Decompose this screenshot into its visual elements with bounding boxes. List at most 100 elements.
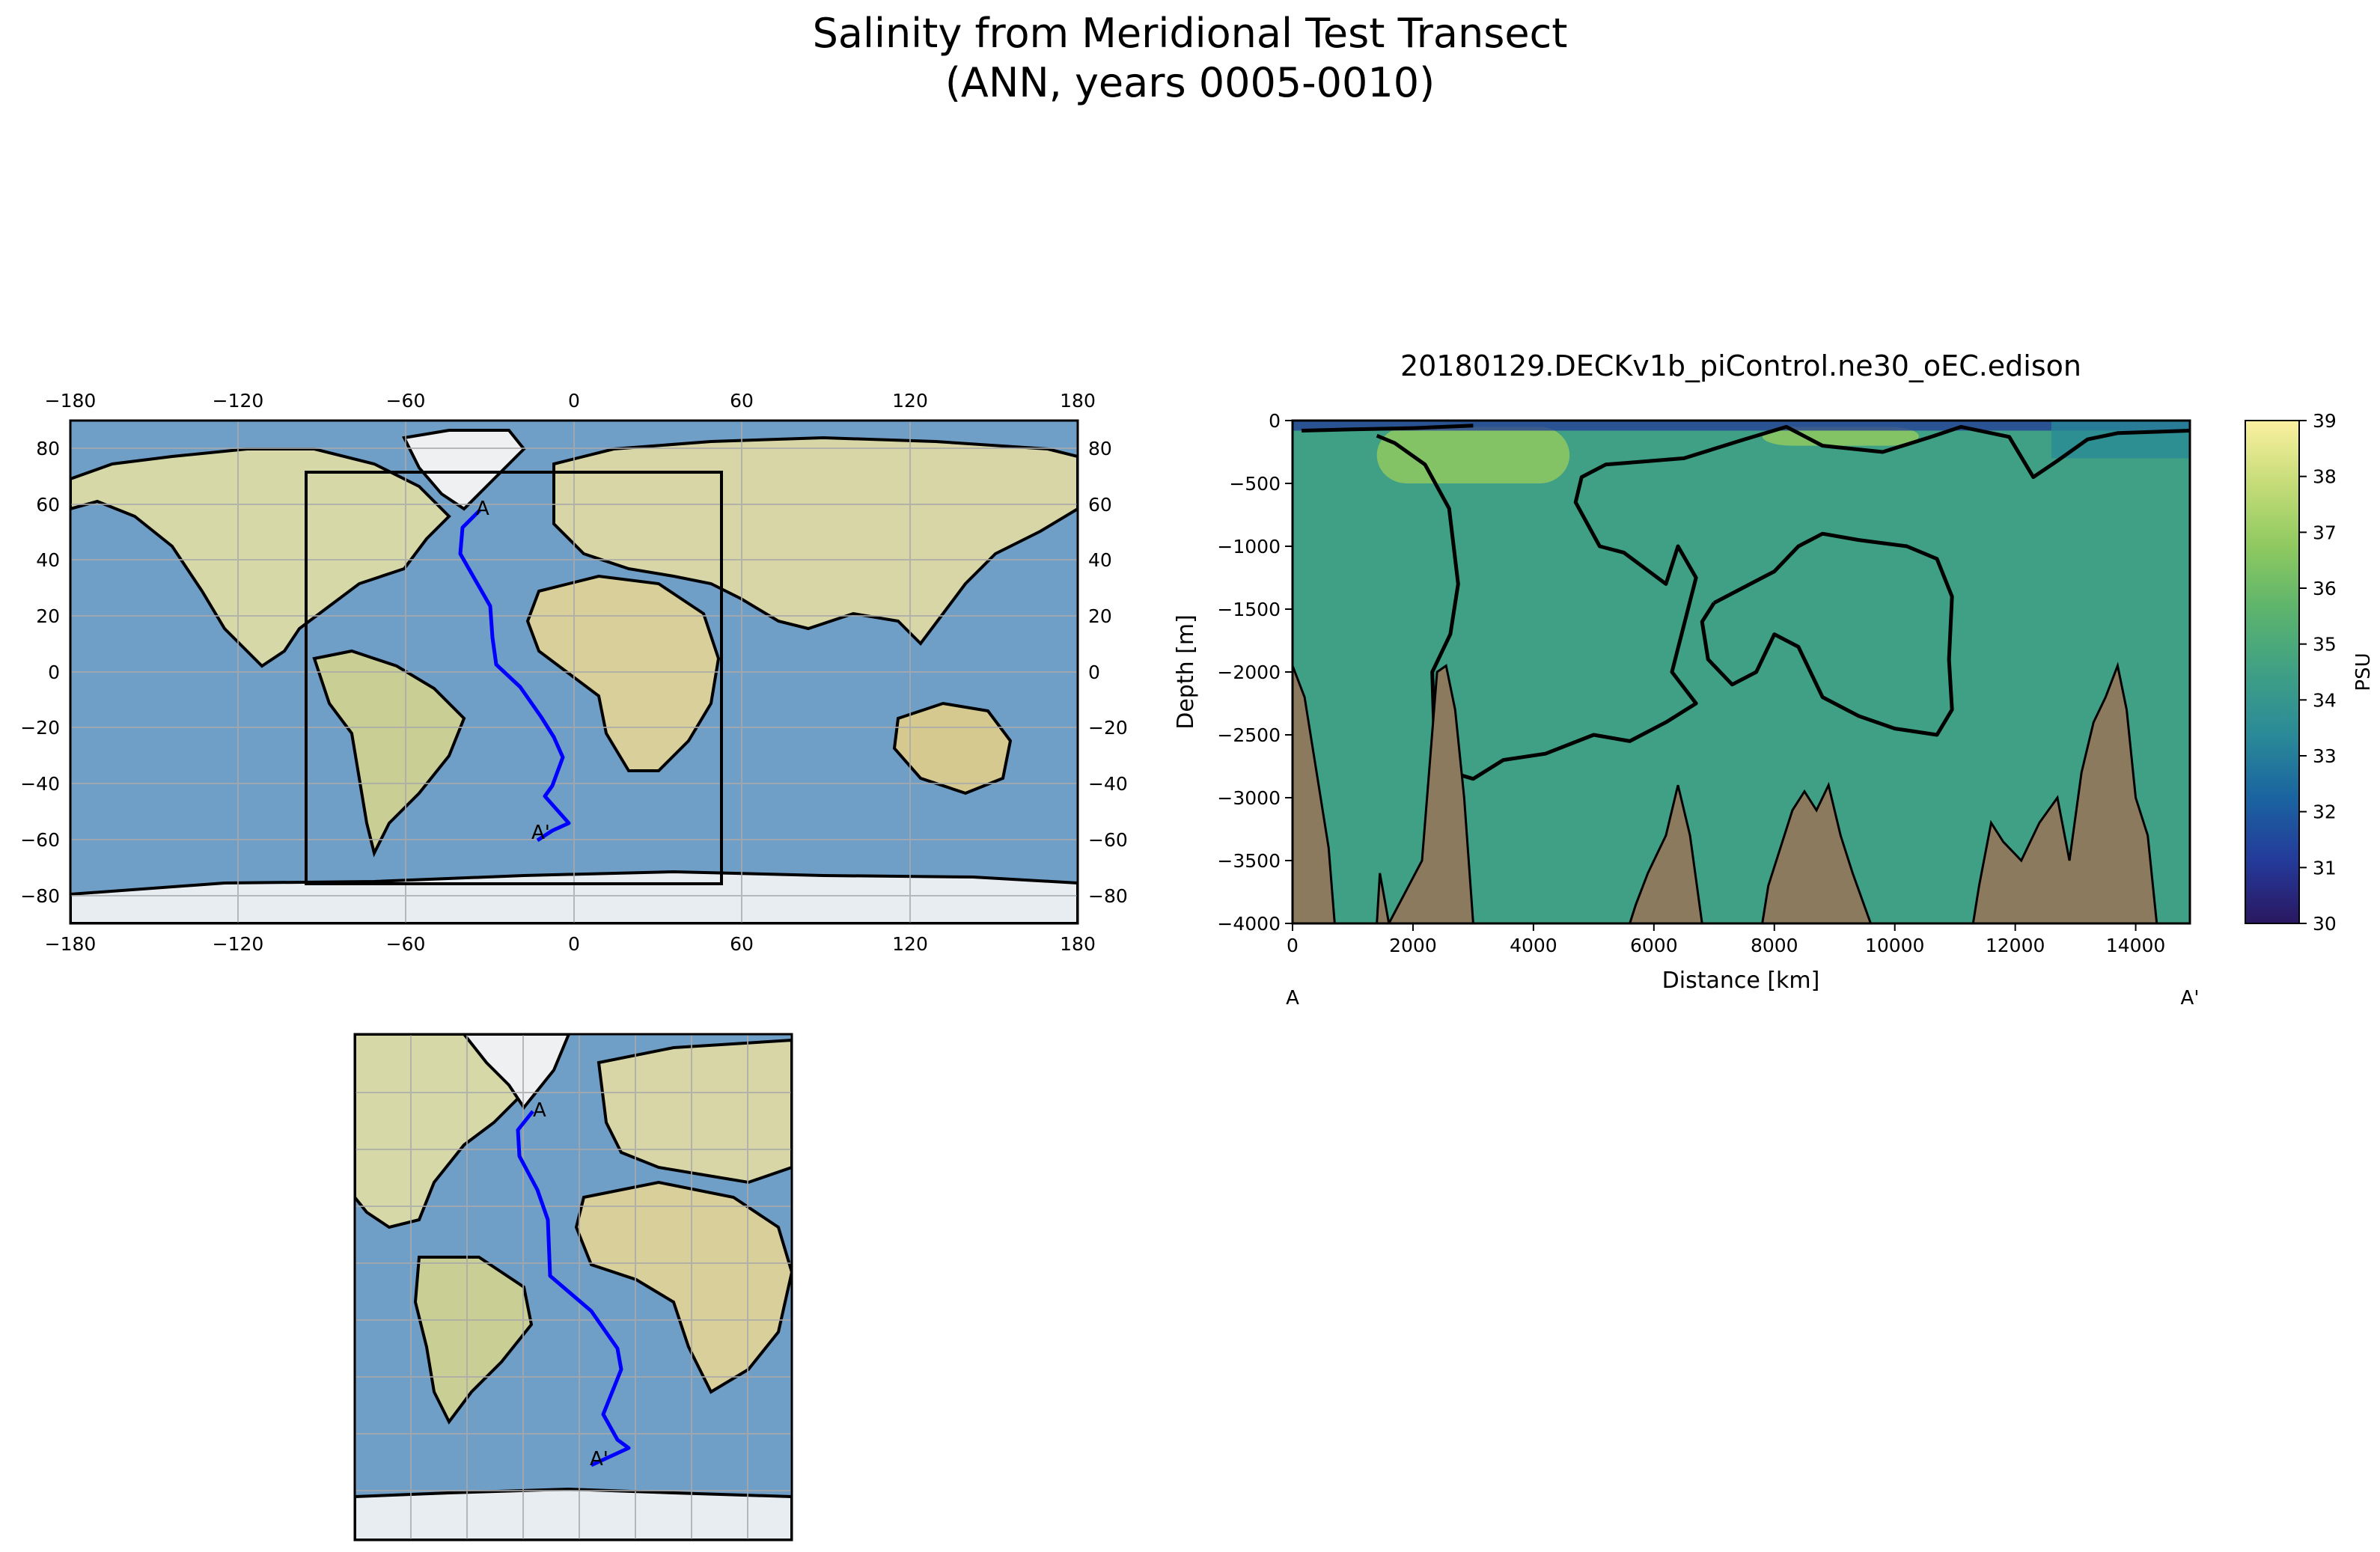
y-tick-label: −1500 (1217, 599, 1281, 620)
lat-tick: 80 (36, 438, 60, 459)
colorbar-tick-label: 30 (2313, 913, 2337, 935)
y-tick-label: −1000 (1217, 536, 1281, 557)
lat-tick: 40 (1088, 549, 1112, 571)
lat-tick: −80 (20, 885, 60, 907)
contour-line (1302, 424, 1474, 433)
lon-tick: −120 (213, 390, 264, 412)
lat-tick: 60 (1088, 494, 1112, 516)
colorbar-gradient (2245, 420, 2300, 924)
lon-tick: −180 (45, 390, 97, 412)
figure-title-line2: (ANN, years 0005-0010) (945, 59, 1435, 106)
section-xlabel: Distance [km] (1662, 968, 1820, 994)
colorbar-tick-label: 35 (2313, 634, 2337, 656)
lat-tick: 0 (48, 662, 60, 683)
section-end-label: A' (2181, 987, 2200, 1009)
section-x-ticks: 0 2000 4000 6000 8000 10000 12000 14000 (1287, 923, 2165, 956)
lat-tick: 20 (36, 605, 60, 627)
colorbar-tick-label: 38 (2313, 466, 2337, 488)
global-map: A A' −180 −120 −60 0 60 120 180 −180 −12… (20, 390, 1128, 955)
inset-transect-end-label: A' (590, 1448, 608, 1470)
lat-tick: −80 (1088, 885, 1128, 907)
colorbar-tick-label: 39 (2313, 410, 2337, 432)
global-map-frame (69, 419, 1079, 925)
lon-tick: 120 (892, 933, 928, 955)
salinity-contours (1302, 424, 2190, 781)
x-tick-label: 8000 (1751, 935, 1798, 956)
lat-tick: 80 (1088, 438, 1112, 459)
bathymetry (1293, 662, 2158, 923)
land-africa (525, 574, 721, 772)
lon-tick: 180 (1060, 933, 1096, 955)
global-map-lon-ticks-top: −180 −120 −60 0 60 120 180 (45, 390, 1096, 412)
lat-tick: 20 (1088, 605, 1112, 627)
y-tick-label: −4000 (1217, 913, 1281, 935)
colorbar-tick-label: 34 (2313, 689, 2337, 711)
colorbar-tick-label: 36 (2313, 578, 2337, 599)
section-y-ticks: 0 −500 −1000 −1500 −2000 −2500 −3000 −3500 −4000 (1217, 410, 1293, 935)
section-start-label: A (1286, 987, 1299, 1009)
lat-tick: −20 (1088, 717, 1128, 739)
y-tick-label: −2500 (1217, 724, 1281, 746)
inset-land-africa (574, 1180, 792, 1394)
x-tick-label: 12000 (1986, 935, 2045, 956)
global-map-lon-ticks-bottom: −180 −120 −60 0 60 120 180 (45, 933, 1096, 955)
transect-start-label: A (476, 498, 489, 520)
fresh-patch (2051, 421, 2190, 459)
global-map-lat-ticks-left: 80 60 40 20 0 −20 −40 −60 −80 (20, 438, 60, 907)
y-tick-label: 0 (1269, 410, 1281, 432)
section-title: 20180129.DECKv1b_piControl.ne30_oEC.edis… (1400, 349, 2081, 382)
figure-title: Salinity from Meridional Test Transect (… (0, 9, 2380, 108)
transect-end-label: A' (531, 822, 550, 844)
x-tick-label: 4000 (1510, 935, 1557, 956)
figure-title-line1: Salinity from Meridional Test Transect (812, 10, 1568, 57)
colorbar-tick-label: 37 (2313, 522, 2337, 543)
contour-line (1700, 531, 1954, 737)
x-tick-label: 0 (1287, 935, 1299, 956)
inset-map-land (355, 1034, 792, 1540)
x-tick-label: 6000 (1630, 935, 1678, 956)
transect-line (458, 509, 571, 843)
y-tick-label: −500 (1229, 473, 1281, 495)
lat-tick: −40 (1088, 773, 1128, 795)
lat-tick: 40 (36, 549, 60, 571)
salty-patch (1376, 427, 1570, 483)
y-tick-label: −3000 (1217, 787, 1281, 809)
colorbar-ticks: 30 31 32 33 34 35 36 37 38 39 (2299, 410, 2337, 935)
x-tick-label: 14000 (2106, 935, 2166, 956)
y-tick-label: −2000 (1217, 662, 1281, 683)
land-south-america (312, 649, 466, 858)
contour-line (1376, 424, 2190, 781)
lon-tick: −60 (386, 390, 426, 412)
land-greenland (402, 429, 526, 511)
inset-transect-line (516, 1110, 631, 1467)
lon-tick: 0 (568, 390, 580, 412)
lon-tick: 60 (730, 933, 754, 955)
global-map-gridlines (70, 421, 1078, 923)
lat-tick: −60 (1088, 829, 1128, 851)
lon-tick: 60 (730, 390, 754, 412)
inset-region-box (305, 471, 723, 885)
global-map-lat-ticks-right: 80 60 40 20 0 −20 −40 −60 −80 (1088, 438, 1128, 907)
colorbar-tick-label: 33 (2313, 745, 2337, 767)
lat-tick: 0 (1088, 662, 1100, 683)
inset-land-antarctica (355, 1487, 792, 1540)
colorbar: 30 31 32 33 34 35 36 37 38 39 PSU (2245, 410, 2375, 935)
colorbar-tick-label: 31 (2313, 857, 2337, 879)
inset-land-south-america (413, 1256, 534, 1425)
lon-tick: −60 (386, 933, 426, 955)
salty-patch (1762, 427, 1919, 446)
inset-land-europe (596, 1038, 792, 1185)
lon-tick: 120 (892, 390, 928, 412)
colorbar-label: PSU (2352, 653, 2375, 691)
inset-map-gridlines (355, 1034, 792, 1540)
y-tick-label: −3500 (1217, 850, 1281, 872)
lon-tick: 180 (1060, 390, 1096, 412)
lon-tick: 0 (568, 933, 580, 955)
lat-tick: −60 (20, 829, 60, 851)
lat-tick: 60 (36, 494, 60, 516)
x-tick-label: 2000 (1389, 935, 1437, 956)
colorbar-tick-label: 32 (2313, 801, 2337, 823)
lon-tick: −180 (45, 933, 97, 955)
land-eurasia (552, 436, 1078, 647)
